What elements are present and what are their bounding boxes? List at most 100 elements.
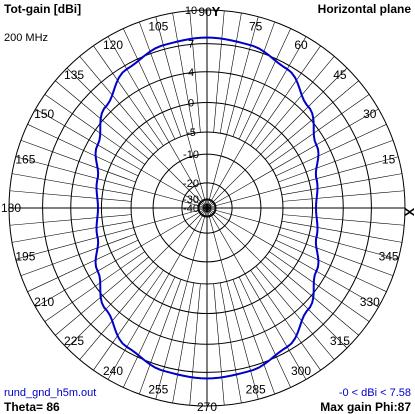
angle-label: 300 xyxy=(291,364,311,378)
angle-label: 315 xyxy=(330,334,350,348)
spoke-line xyxy=(213,10,225,133)
spoke-line xyxy=(281,173,403,196)
y-axis-marker: Y xyxy=(212,4,221,19)
radial-tick-label: 4 xyxy=(188,67,194,79)
spoke-line xyxy=(275,239,387,292)
spoke-line xyxy=(282,214,405,226)
spoke-line xyxy=(269,251,370,322)
gain-point xyxy=(126,346,128,348)
radial-tick-label: -10 xyxy=(183,149,199,161)
angle-label: 165 xyxy=(15,152,35,166)
angle-label: 210 xyxy=(34,295,54,309)
spoke-line xyxy=(278,139,394,183)
spoke-line xyxy=(20,233,136,277)
spoke-line xyxy=(15,207,208,260)
angle-label: 255 xyxy=(148,383,168,397)
spoke-line xyxy=(93,270,164,371)
spoke-line xyxy=(250,270,321,371)
spoke-line xyxy=(232,21,276,137)
gain-point xyxy=(315,144,318,146)
spoke-line xyxy=(107,207,208,380)
spoke-line xyxy=(44,94,145,165)
radial-tick-label: 0 xyxy=(188,97,194,109)
gain-point xyxy=(206,36,208,39)
spoke-line xyxy=(35,108,208,209)
file-name: rund_gnd_h5m.out xyxy=(4,387,97,399)
spoke-line xyxy=(66,67,208,209)
spoke-line xyxy=(44,251,145,322)
angle-label: 225 xyxy=(64,334,84,348)
spoke-line xyxy=(172,12,195,134)
gain-point xyxy=(104,308,107,311)
spoke-line xyxy=(206,67,348,209)
angle-label: 270 xyxy=(197,400,217,414)
spoke-line xyxy=(275,124,387,177)
angle-label: 180 xyxy=(1,201,21,215)
spoke-line xyxy=(93,45,164,146)
angle-label: 195 xyxy=(15,250,35,264)
gain-point xyxy=(315,207,317,209)
spoke-line xyxy=(35,207,208,308)
angle-label: 330 xyxy=(360,295,380,309)
chart-title: Tot-gain [dBi] xyxy=(4,2,82,16)
spoke-line xyxy=(155,16,208,209)
angle-label: 15 xyxy=(382,152,396,166)
angle-label: 135 xyxy=(64,68,84,82)
spoke-line xyxy=(255,266,335,360)
spoke-line xyxy=(15,156,208,209)
spoke-line xyxy=(138,279,182,395)
angle-label: 60 xyxy=(294,38,308,52)
spoke-line xyxy=(238,276,291,388)
spoke-line xyxy=(55,80,149,160)
spoke-line xyxy=(206,207,307,380)
spoke-line xyxy=(123,28,176,140)
spoke-line xyxy=(255,56,335,150)
spoke-line xyxy=(250,45,321,146)
gain-point xyxy=(96,270,99,272)
spoke-line xyxy=(138,21,182,137)
spoke-line xyxy=(206,156,399,209)
spoke-line xyxy=(206,207,379,308)
radial-tick-label: 7 xyxy=(188,39,194,51)
spoke-line xyxy=(27,124,139,177)
spoke-line xyxy=(20,139,136,183)
spoke-line xyxy=(9,214,132,226)
radial-tick-label: -30 xyxy=(183,194,199,206)
spoke-line xyxy=(206,108,379,209)
angle-label: 75 xyxy=(249,19,263,33)
angle-label: 120 xyxy=(103,38,123,52)
gain-point xyxy=(286,68,288,70)
spoke-line xyxy=(206,207,259,400)
gain-point xyxy=(249,370,252,372)
radial-tick-label: -5 xyxy=(186,127,196,139)
spoke-line xyxy=(172,282,195,404)
spoke-line xyxy=(206,16,259,209)
spoke-line xyxy=(9,190,132,202)
spoke-line xyxy=(206,36,307,209)
gain-point xyxy=(249,44,252,46)
spoke-line xyxy=(265,80,359,160)
angle-label: 45 xyxy=(333,68,347,82)
spoke-line xyxy=(55,256,149,336)
spoke-line xyxy=(27,239,139,292)
angle-label: 150 xyxy=(34,107,54,121)
spoke-line xyxy=(66,207,208,349)
gain-point xyxy=(126,68,128,70)
angle-label: 90 xyxy=(198,5,212,19)
spoke-line xyxy=(79,56,159,150)
spoke-line xyxy=(265,256,359,336)
gain-point xyxy=(307,105,310,108)
spoke-line xyxy=(79,266,159,360)
spoke-line xyxy=(155,207,208,400)
x-axis-marker: X xyxy=(402,208,415,217)
gain-point xyxy=(96,177,99,180)
gain-point xyxy=(315,270,318,272)
spoke-line xyxy=(107,36,208,209)
gain-point xyxy=(307,308,310,311)
radial-tick-label: 10 xyxy=(185,5,197,17)
spoke-line xyxy=(282,190,405,202)
gain-point xyxy=(315,177,318,180)
max-gain-label: Max gain Phi:87 xyxy=(320,400,411,414)
spoke-line xyxy=(206,207,348,349)
